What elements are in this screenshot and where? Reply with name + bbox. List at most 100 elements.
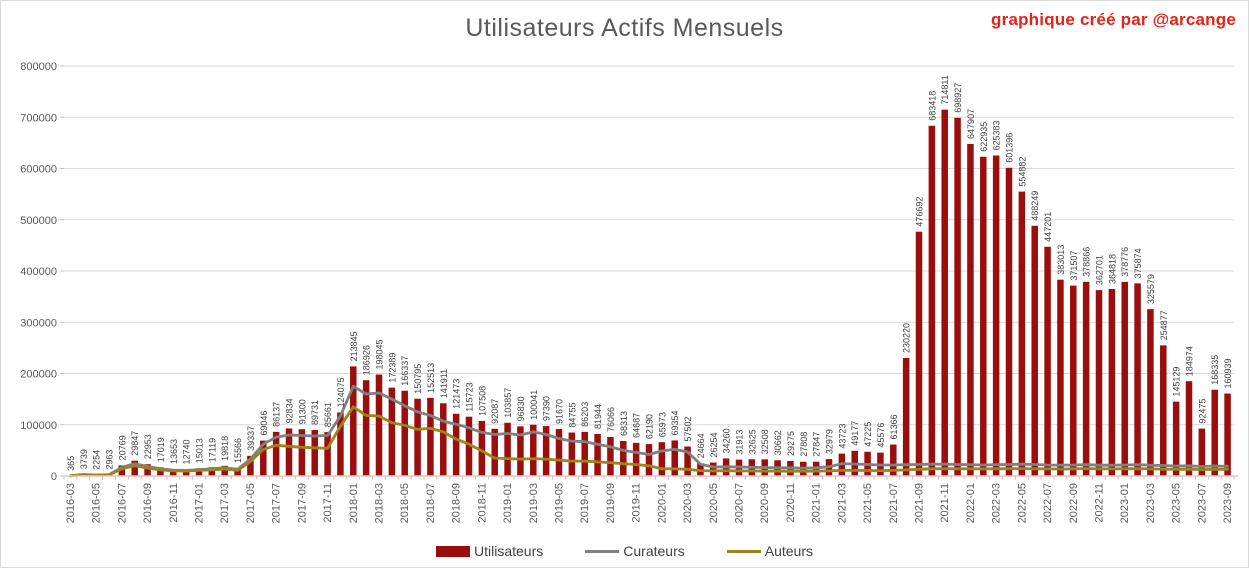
bar-value-label: 20769 bbox=[117, 435, 127, 460]
x-axis-label: 2016-09 bbox=[142, 483, 154, 523]
bar bbox=[337, 412, 344, 476]
bar-value-label: 91670 bbox=[555, 399, 565, 424]
legend-label-curateurs: Curateurs bbox=[623, 543, 685, 559]
bar-value-label: 15013 bbox=[195, 438, 205, 463]
x-axis-label: 2022-03 bbox=[991, 483, 1003, 523]
x-axis-label: 2019-05 bbox=[554, 483, 566, 523]
x-axis-label: 2016-11 bbox=[168, 483, 180, 523]
bar-value-label: 124075 bbox=[336, 377, 346, 407]
curateurs-line bbox=[69, 384, 1229, 478]
bar-value-label: 362701 bbox=[1095, 255, 1105, 285]
x-axis-label: 2023-01 bbox=[1119, 483, 1131, 523]
bar-value-label: 383013 bbox=[1056, 245, 1066, 275]
bar-value-label: 32508 bbox=[760, 429, 770, 454]
bar bbox=[260, 440, 267, 476]
bar-value-label: 145129 bbox=[1172, 367, 1182, 397]
y-axis-label: 500000 bbox=[20, 215, 57, 227]
bar-value-label: 61366 bbox=[889, 415, 899, 440]
bar bbox=[1160, 345, 1167, 476]
bar-value-label: 364818 bbox=[1107, 254, 1117, 284]
bar bbox=[440, 403, 447, 476]
bar-value-label: 2963 bbox=[105, 449, 115, 469]
bar-value-label: 86137 bbox=[272, 402, 282, 427]
plot-area: 0 100000 200000 300000 400000 500000 600000 700… bbox=[20, 61, 1238, 523]
bar-value-label: 2254 bbox=[92, 450, 102, 470]
bar bbox=[1057, 279, 1064, 476]
auteurs-line-swatch-icon bbox=[726, 549, 761, 553]
bar bbox=[182, 469, 190, 476]
y-axis-label: 800000 bbox=[20, 61, 57, 73]
bar-value-label: 375874 bbox=[1133, 248, 1143, 278]
x-axis-label: 2023-05 bbox=[1171, 483, 1183, 523]
bar-value-label: 141911 bbox=[439, 369, 449, 398]
x-axis-label: 2016-05 bbox=[91, 483, 103, 523]
bar bbox=[517, 426, 524, 476]
x-axis-label: 2017-07 bbox=[271, 483, 283, 523]
watermark-credit: graphique créé par @arcange bbox=[991, 10, 1236, 29]
bar-value-label: 22953 bbox=[143, 434, 153, 459]
bar bbox=[350, 366, 357, 476]
bar-value-label: 168335 bbox=[1210, 355, 1220, 385]
bar bbox=[1095, 290, 1103, 476]
bar bbox=[980, 156, 987, 476]
x-axis-label: 2019-01 bbox=[502, 483, 514, 523]
bar bbox=[298, 429, 306, 476]
bar bbox=[157, 467, 164, 476]
bar bbox=[555, 429, 563, 476]
bar bbox=[118, 465, 126, 476]
bar bbox=[902, 358, 910, 476]
x-axis-label: 2020-09 bbox=[759, 483, 771, 523]
bar-value-label: 92834 bbox=[285, 398, 295, 423]
bar bbox=[928, 125, 936, 476]
bar bbox=[915, 231, 923, 476]
x-axis-label: 2022-09 bbox=[1068, 483, 1080, 523]
auteurs-line bbox=[69, 405, 1229, 478]
bar bbox=[1147, 309, 1154, 476]
bar bbox=[1031, 225, 1038, 476]
bar-value-label: 107508 bbox=[477, 386, 487, 416]
x-axis-label: 2019-11 bbox=[631, 483, 643, 523]
bar bbox=[1108, 289, 1116, 476]
bar-value-label: 24664 bbox=[696, 433, 706, 458]
bar-value-label: 476692 bbox=[915, 197, 925, 227]
bar bbox=[1211, 389, 1218, 476]
bar-value-label: 601396 bbox=[1005, 133, 1015, 163]
bar-value-label: 622935 bbox=[979, 122, 989, 152]
legend-label-utilisateurs: Utilisateurs bbox=[474, 543, 544, 559]
bar-value-label: 81944 bbox=[593, 404, 603, 429]
x-axis-label: 2016-07 bbox=[116, 483, 128, 523]
x-axis-label: 2017-11 bbox=[322, 483, 334, 523]
bar-value-label: 625383 bbox=[992, 120, 1002, 150]
bar-value-label: 698927 bbox=[953, 83, 963, 113]
bar-value-label: 29847 bbox=[130, 431, 140, 456]
bar-value-label: 45576 bbox=[876, 423, 886, 448]
bar-value-label: 69046 bbox=[259, 411, 269, 436]
x-axis-label: 2023-03 bbox=[1145, 483, 1157, 523]
bar bbox=[671, 440, 678, 476]
x-axis-label: 2018-07 bbox=[425, 483, 437, 523]
bar bbox=[645, 444, 653, 476]
bar bbox=[620, 440, 627, 476]
bar-value-label: 17019 bbox=[156, 437, 166, 462]
bar bbox=[234, 468, 241, 476]
bar bbox=[401, 390, 408, 476]
bar-value-label: 86203 bbox=[580, 402, 590, 427]
bar-value-label: 31913 bbox=[735, 430, 745, 455]
bar bbox=[208, 467, 216, 476]
bar bbox=[542, 426, 550, 476]
bar bbox=[1044, 246, 1051, 476]
x-axis-label: 2017-03 bbox=[219, 483, 231, 523]
bar bbox=[195, 468, 203, 476]
bar-value-label: 186926 bbox=[362, 345, 372, 375]
bar bbox=[1185, 381, 1193, 476]
bar bbox=[1224, 393, 1231, 476]
bar bbox=[684, 446, 691, 476]
bar-value-label: 121473 bbox=[452, 379, 462, 409]
bar-value-label: 91300 bbox=[297, 399, 307, 424]
bar-value-label: 69354 bbox=[670, 410, 680, 435]
bar-value-label: 96830 bbox=[516, 396, 526, 421]
bar-value-label: 85661 bbox=[323, 402, 333, 427]
bar bbox=[465, 416, 473, 476]
bar bbox=[247, 455, 254, 476]
